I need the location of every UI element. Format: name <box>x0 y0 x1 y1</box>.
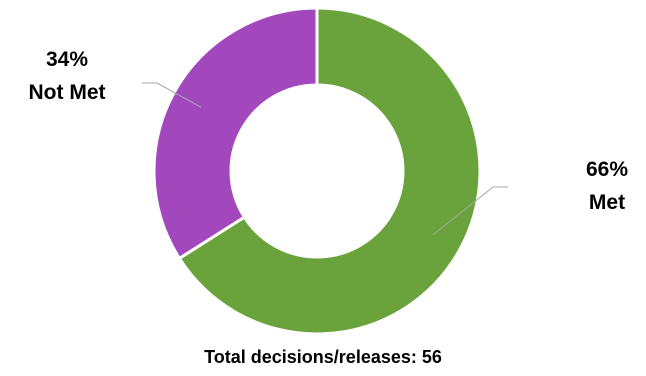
data-label-not-met: 34% Not Met <box>12 43 122 109</box>
data-label-met-percent: 66% <box>585 158 629 181</box>
data-label-met: 66% Met <box>570 153 644 219</box>
leader-line-not-met <box>142 82 202 108</box>
donut-slice-met <box>177 6 482 336</box>
donut-slices <box>152 6 482 336</box>
total-decisions-note: Total decisions/releases: 56 <box>204 347 442 367</box>
data-label-met-name: Met <box>588 191 626 214</box>
leader-lines <box>142 82 508 236</box>
data-label-not-met-percent: 34% <box>45 48 89 71</box>
donut-slice-not-met <box>152 6 319 261</box>
data-label-not-met-name: Not Met <box>28 81 106 104</box>
leader-line-met <box>432 186 508 236</box>
